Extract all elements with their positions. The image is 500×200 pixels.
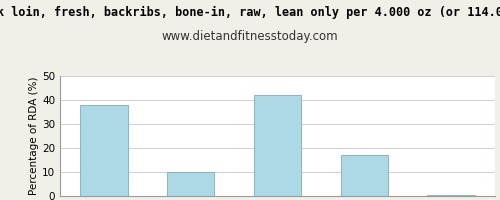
Bar	[254, 95, 302, 196]
Bar	[166, 172, 214, 196]
Text: www.dietandfitnesstoday.com: www.dietandfitnesstoday.com	[162, 30, 338, 43]
Y-axis label: Percentage of RDA (%): Percentage of RDA (%)	[29, 77, 39, 195]
Bar	[340, 155, 388, 196]
Bar	[428, 195, 475, 196]
Bar	[80, 105, 128, 196]
Text: k loin, fresh, backribs, bone-in, raw, lean only per 4.000 oz (or 114.0: k loin, fresh, backribs, bone-in, raw, l…	[0, 6, 500, 19]
